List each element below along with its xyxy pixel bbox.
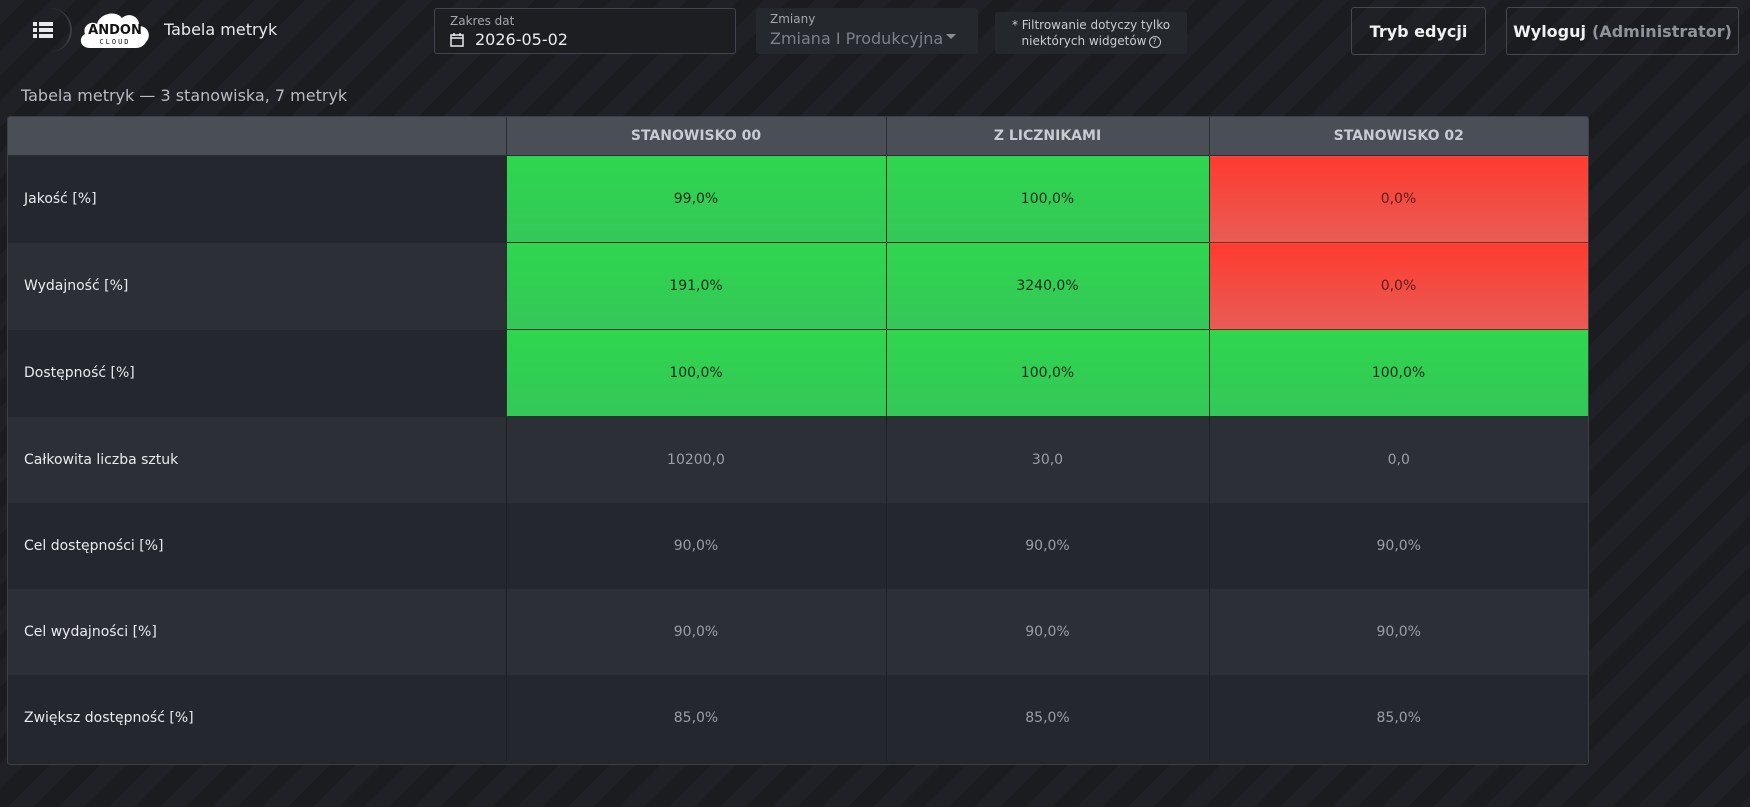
metric-value-cell: 90,0% [505, 589, 886, 675]
date-range-label: Zakres dat [450, 14, 515, 28]
metric-value-cell: 90,0% [885, 503, 1209, 589]
list-menu-icon [33, 22, 53, 38]
filter-note-line2: niektórych widgetów [1021, 34, 1147, 48]
metric-label: Całkowita liczba sztuk [8, 416, 506, 503]
column-header: STANOWISKO 02 [1208, 117, 1588, 156]
metric-value-cell: 100,0% [1208, 329, 1588, 417]
edit-mode-button[interactable]: Tryb edycji [1351, 7, 1486, 55]
metric-value-cell: 191,0% [505, 242, 887, 330]
sidebar-toggle-button[interactable] [16, 8, 72, 52]
column-header: Z LICZNIKAMI [885, 117, 1209, 156]
logout-label: Wyloguj [1513, 21, 1586, 41]
date-range-value: 2026-05-02 [475, 30, 568, 49]
filter-note: * Filtrowanie dotyczy tylko niektórych w… [995, 12, 1187, 54]
metric-value-cell: 0,0% [1208, 155, 1588, 243]
shift-select-value: Zmiana I Produkcyjna [770, 29, 944, 48]
table-row: Zwiększ dostępność [%] 85,0% 85,0% 85,0% [8, 675, 1588, 761]
help-circle-icon[interactable]: ? [1148, 35, 1161, 48]
user-role: (Administrator) [1592, 21, 1732, 41]
metric-value-cell: 100,0% [885, 155, 1210, 243]
metric-value-cell: 3240,0% [885, 242, 1210, 330]
metric-value-cell: 0,0 [1208, 416, 1588, 503]
widget-title: Tabela metryk — 3 stanowiska, 7 metryk [21, 86, 348, 105]
svg-text:CLOUD: CLOUD [99, 38, 130, 46]
table-row: Dostępność [%] 100,0% 100,0% 100,0% [8, 329, 1588, 417]
calendar-icon [450, 33, 464, 47]
shift-select[interactable]: Zmiany Zmiana I Produkcyjna [756, 8, 978, 54]
column-header: STANOWISKO 00 [505, 117, 886, 156]
shift-select-label: Zmiany [770, 12, 816, 26]
caret-down-icon [946, 34, 956, 39]
column-header [8, 117, 506, 156]
metric-value-cell: 85,0% [885, 675, 1209, 761]
metric-value-cell: 90,0% [505, 503, 886, 589]
date-range-field[interactable]: Zakres dat 2026-05-02 [434, 8, 736, 54]
page-title: Tabela metryk [164, 20, 278, 39]
metrics-table-widget: STANOWISKO 00 Z LICZNIKAMI STANOWISKO 02… [7, 116, 1589, 765]
metric-value-cell: 90,0% [1208, 503, 1588, 589]
top-bar: ANDON CLOUD Tabela metryk Zakres dat 202… [0, 0, 1750, 62]
table-row: Całkowita liczba sztuk 10200,0 30,0 0,0 [8, 416, 1588, 503]
metric-value-cell: 0,0% [1208, 242, 1588, 330]
metric-label: Zwiększ dostępność [%] [8, 675, 506, 761]
metric-value-cell: 10200,0 [505, 416, 886, 503]
metric-label: Dostępność [%] [8, 329, 506, 417]
metric-label: Jakość [%] [8, 155, 506, 243]
table-row: Wydajność [%] 191,0% 3240,0% 0,0% [8, 242, 1588, 330]
metric-value-cell: 90,0% [885, 589, 1209, 675]
svg-text:ANDON: ANDON [88, 23, 142, 38]
metric-label: Cel dostępności [%] [8, 503, 506, 589]
table-row: Cel wydajności [%] 90,0% 90,0% 90,0% [8, 589, 1588, 675]
table-row: Cel dostępności [%] 90,0% 90,0% 90,0% [8, 503, 1588, 589]
metric-value-cell: 100,0% [885, 329, 1210, 417]
metric-value-cell: 30,0 [885, 416, 1209, 503]
metric-value-cell: 85,0% [1208, 675, 1588, 761]
metric-value-cell: 100,0% [505, 329, 887, 417]
metric-value-cell: 99,0% [505, 155, 887, 243]
metrics-table: STANOWISKO 00 Z LICZNIKAMI STANOWISKO 02… [8, 117, 1588, 761]
andon-cloud-logo: ANDON CLOUD [80, 13, 149, 49]
filter-note-line1: * Filtrowanie dotyczy tylko [1011, 18, 1171, 32]
metric-label: Wydajność [%] [8, 242, 506, 330]
table-header-row: STANOWISKO 00 Z LICZNIKAMI STANOWISKO 02 [8, 117, 1588, 156]
logout-button[interactable]: Wyloguj (Administrator) [1506, 7, 1739, 55]
metric-value-cell: 85,0% [505, 675, 886, 761]
filter-note-line2-wrap: niektórych widgetów? [995, 33, 1187, 49]
table-row: Jakość [%] 99,0% 100,0% 0,0% [8, 155, 1588, 243]
metric-value-cell: 90,0% [1208, 589, 1588, 675]
metric-label: Cel wydajności [%] [8, 589, 506, 675]
